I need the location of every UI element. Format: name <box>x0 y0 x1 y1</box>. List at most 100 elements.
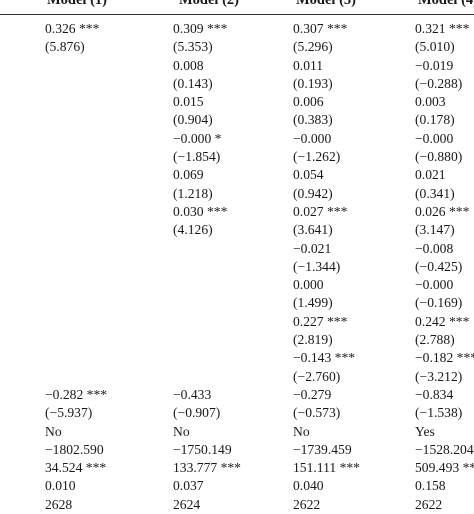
table-row: 0.069 0.054 0.021 <box>0 166 474 184</box>
table-cell-model-3: 0.307 *** <box>293 21 348 36</box>
table-body: 0.326 *** 0.309 *** 0.307 *** 0.321 *** (5.8… <box>0 20 474 514</box>
table-cell-model-1: (−5.937) <box>45 405 93 421</box>
table-cell-model-3: −1739.459 <box>293 441 352 457</box>
table-cell-model-4: (−0.288) <box>415 75 463 91</box>
table-cell-model-4: 0.003 <box>415 94 446 110</box>
column-header-model-3: Model (3) <box>296 0 356 8</box>
table-cell-model-3: 0.040 <box>293 478 324 494</box>
table-cell-model-2: (−1.854) <box>173 149 221 165</box>
table-row: (−1.854) (−1.262) (−0.880) <box>0 148 474 166</box>
table-cell-model-3: 0.000 <box>293 277 324 293</box>
table-cell-model-3: (0.383) <box>293 112 333 128</box>
table-row: No No No Yes <box>0 423 474 441</box>
table-cell-model-2: (5.353) <box>173 39 213 55</box>
table-row: (1.218) (0.942) (0.341) <box>0 185 474 203</box>
table-cell-model-3: (−0.573) <box>293 405 341 421</box>
table-row: 0.008 0.011 −0.019 <box>0 57 474 75</box>
table-row: (1.499) (−0.169) <box>0 294 474 312</box>
table-cell-model-4: (−0.425) <box>415 258 463 274</box>
column-header-model-2: Model (2) <box>179 0 239 8</box>
table-cell-model-3: (−1.262) <box>293 149 341 165</box>
table-cell-model-3: (−1.344) <box>293 258 341 274</box>
table-row: (0.904) (0.383) (0.178) <box>0 111 474 129</box>
table-row: 2628 2624 2622 2622 <box>0 496 474 514</box>
table-cell-model-3: 2622 <box>293 496 321 512</box>
table-cell-model-2: −0.000 * <box>173 130 222 146</box>
table-cell-model-4: 0.242 *** <box>415 313 470 329</box>
table-row: 0.227 *** 0.242 *** <box>0 313 474 331</box>
table-row: −1802.590 −1750.149 −1739.459 −1528.204 <box>0 441 474 459</box>
table-cell-model-3: −0.143 *** <box>293 350 356 366</box>
table-row: −0.000 * −0.000 −0.000 <box>0 130 474 148</box>
table-header: Model (1) Model (2) Model (3) Model (4) <box>0 0 474 14</box>
table-cell-model-4: (−3.212) <box>415 368 463 384</box>
header-rule <box>0 14 474 15</box>
table-cell-model-4: Yes <box>415 423 435 439</box>
table-row: (4.126) (3.641) (3.147) <box>0 221 474 239</box>
table-cell-model-4: (2.788) <box>415 332 455 348</box>
table-cell-model-2: −0.433 <box>173 386 212 402</box>
table-row: −0.282 *** −0.433 −0.279 −0.834 <box>0 386 474 404</box>
table-cell-model-3: (3.641) <box>293 222 333 238</box>
table-row: 0.010 0.037 0.040 0.158 <box>0 477 474 495</box>
table-cell-model-4: −0.008 <box>415 240 454 256</box>
table-cell-model-3: 0.027 *** <box>293 203 348 219</box>
table-row: 34.524 *** 133.777 *** 151.111 *** 509.493 … <box>0 459 474 477</box>
table-cell-model-2: −1750.149 <box>173 441 232 457</box>
table-cell-model-3: (2.819) <box>293 332 333 348</box>
table-cell-model-3: −0.021 <box>293 240 332 256</box>
table-row: −0.143 *** −0.182 *** <box>0 349 474 367</box>
table-cell-model-4: 0.158 <box>415 478 446 494</box>
table-cell-model-3: −0.279 <box>293 386 332 402</box>
table-row: 0.326 *** 0.309 *** 0.307 *** 0.321 *** <box>0 20 474 38</box>
table-cell-model-4: 2622 <box>415 496 443 512</box>
table-cell-model-1: 34.524 *** <box>45 460 107 476</box>
table-cell-model-4: 0.026 *** <box>415 203 470 219</box>
table-cell-model-3: 0.006 <box>293 94 324 110</box>
table-cell-model-2: (−0.907) <box>173 405 221 421</box>
table-row: 0.015 0.006 0.003 <box>0 93 474 111</box>
table-cell-model-3: No <box>293 423 310 439</box>
table-cell-model-2: No <box>173 423 190 439</box>
table-cell-model-2: 0.030 *** <box>173 203 228 219</box>
table-cell-model-2: 133.777 *** <box>173 460 241 476</box>
table-cell-model-1: −1802.590 <box>45 441 104 457</box>
table-cell-model-3: (0.193) <box>293 75 333 91</box>
table-cell-model-4: (−1.538) <box>415 405 463 421</box>
table-cell-model-3: 0.054 <box>293 167 324 183</box>
table-cell-model-3: −0.000 <box>293 130 332 146</box>
table-cell-model-2: 0.008 <box>173 57 204 73</box>
table-cell-model-3: (−2.760) <box>293 368 341 384</box>
table-cell-model-4: −0.834 <box>415 386 454 402</box>
table-cell-model-2: (4.126) <box>173 222 213 238</box>
table-row: 0.030 *** 0.027 *** 0.026 *** <box>0 203 474 221</box>
table-cell-model-2: 0.015 <box>173 94 204 110</box>
table-cell-model-4: (0.178) <box>415 112 455 128</box>
table-cell-model-3: (1.499) <box>293 295 333 311</box>
table-cell-model-2: 2624 <box>173 496 201 512</box>
table-cell-model-1: 0.326 *** <box>45 21 100 36</box>
column-header-model-1: Model (1) <box>47 0 107 8</box>
table-cell-model-2: 0.309 *** <box>173 21 228 36</box>
table-cell-model-4: 0.321 *** <box>415 21 470 36</box>
table-cell-model-2: 0.069 <box>173 167 204 183</box>
table-cell-model-4: (3.147) <box>415 222 455 238</box>
table-row: (−1.344) (−0.425) <box>0 258 474 276</box>
table-cell-model-4: 0.021 <box>415 167 446 183</box>
table-cell-model-4: 509.493 *** <box>415 460 474 476</box>
table-cell-model-4: −0.000 <box>415 130 454 146</box>
table-cell-model-4: −0.000 <box>415 277 454 293</box>
table-cell-model-1: 2628 <box>45 496 73 512</box>
table-row: (5.876) (5.353) (5.296) (5.010) <box>0 38 474 56</box>
table-cell-model-2: (1.218) <box>173 185 213 201</box>
table-cell-model-2: (0.143) <box>173 75 213 91</box>
column-header-model-4: Model (4) <box>418 0 474 8</box>
table-cell-model-4: −0.019 <box>415 57 454 73</box>
table-cell-model-4: (−0.169) <box>415 295 463 311</box>
table-row: (0.143) (0.193) (−0.288) <box>0 75 474 93</box>
table-row: (−2.760) (−3.212) <box>0 368 474 386</box>
table-cell-model-1: 0.010 <box>45 478 76 494</box>
table-cell-model-3: 151.111 *** <box>293 460 360 476</box>
table-row: −0.021 −0.008 <box>0 240 474 258</box>
